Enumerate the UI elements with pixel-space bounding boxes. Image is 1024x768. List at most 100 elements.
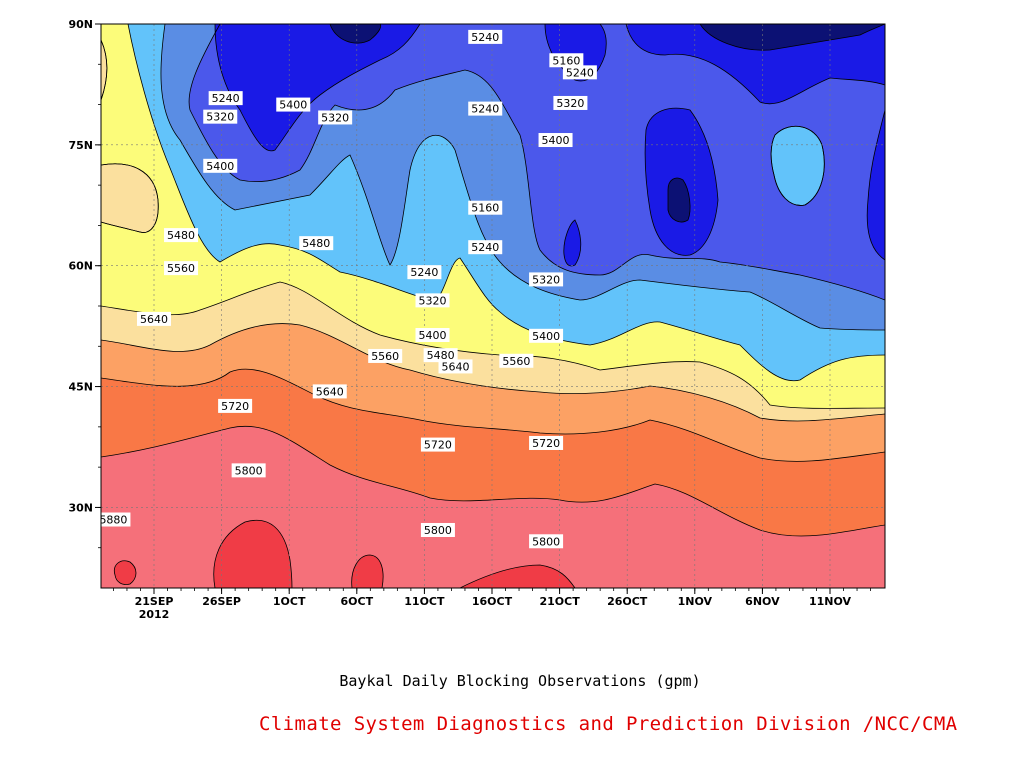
- contour-label-bg: [299, 236, 334, 251]
- contour-label-text: 5720: [532, 437, 560, 450]
- contour-label-bg: [312, 384, 347, 399]
- contour-label: 5320: [529, 272, 564, 287]
- contour-label: 5240: [468, 240, 503, 255]
- x-tick-label: 1OCT: [273, 595, 306, 608]
- y-tick-label: 75N: [68, 139, 93, 152]
- contour-label-text: 5480: [427, 349, 455, 362]
- contour-label: 5880: [99, 512, 131, 527]
- contour-label-bg: [318, 110, 353, 125]
- contour-label-text: 5240: [212, 92, 240, 105]
- contour-label-text: 5800: [424, 524, 452, 537]
- contour-label: 5480: [164, 228, 199, 243]
- contour-label-text: 5720: [424, 439, 452, 452]
- x-tick-label: 21OCT: [539, 595, 580, 608]
- contour-label: 5240: [208, 91, 243, 106]
- contour-label-bg: [203, 158, 238, 173]
- contour-label-text: 5240: [471, 241, 499, 254]
- contour-label-bg: [553, 95, 588, 110]
- contour-label-text: 5400: [532, 330, 560, 343]
- contour-label: 5240: [468, 29, 503, 44]
- contour-label-text: 5320: [532, 273, 560, 286]
- contour-label: 5560: [368, 348, 403, 363]
- contour-label-text: 5560: [502, 355, 530, 368]
- contour-label-text: 5240: [471, 103, 499, 116]
- contour-label: 5720: [529, 435, 564, 450]
- x-tick-label: 11OCT: [404, 595, 445, 608]
- grid: [101, 24, 885, 588]
- contour-label-text: 5800: [235, 464, 263, 477]
- contour-label-text: 5560: [371, 350, 399, 363]
- plot-title: Baykal Daily Blocking Observations (gpm): [339, 672, 701, 690]
- y-tick-label: 30N: [68, 501, 93, 514]
- contour-label-text: 5560: [167, 262, 195, 275]
- contour-label: 5720: [218, 398, 253, 413]
- contour-label-text: 5560: [0, 238, 6, 251]
- contour-label-text: 5240: [410, 266, 438, 279]
- contour-label-bg: [208, 91, 243, 106]
- contour-label-bg: [407, 265, 442, 280]
- contour-label-bg: [529, 435, 564, 450]
- contour-label: 5800: [420, 522, 455, 537]
- contour-label: 5800: [231, 463, 266, 478]
- contour-label-bg: [499, 353, 534, 368]
- x-tick-label: 21SEP: [135, 595, 174, 608]
- contour-label-text: 5400: [419, 329, 447, 342]
- contour-label: 5560: [0, 237, 9, 251]
- contour-label-bg: [562, 65, 597, 80]
- contour-label: 5800: [0, 486, 22, 500]
- contour-label-text: 5400: [542, 134, 570, 147]
- contour-label: 5240: [468, 101, 503, 116]
- contour-label: 5320: [203, 109, 238, 124]
- contour-label: 5400: [276, 97, 311, 112]
- contour-label-bg: [0, 409, 22, 423]
- contour-label-bg: [101, 512, 131, 527]
- y-tick-label: 60N: [68, 260, 93, 273]
- x-tick-label: 6NOV: [745, 595, 780, 608]
- contour-label-bg: [231, 463, 266, 478]
- contour-label-bg: [529, 328, 564, 343]
- contour-label-bg: [218, 398, 253, 413]
- contour-label-bg: [420, 522, 455, 537]
- contour-label-bg: [468, 29, 503, 44]
- band-above-5880: [114, 520, 575, 588]
- contour-label-bg: [529, 272, 564, 287]
- contour-label-bg: [0, 237, 9, 251]
- contour-label-bg: [438, 359, 473, 374]
- contour-labels: 5240516052405320524054005160524053205400…: [0, 29, 597, 549]
- contour-label-text: 5880: [99, 514, 127, 527]
- contour-label: 5320: [415, 293, 450, 308]
- contour-label-text: 5320: [556, 97, 584, 110]
- contour-label-text: 5160: [552, 54, 580, 67]
- x-tick-label: 26OCT: [607, 595, 648, 608]
- contour-label: 5240: [407, 265, 442, 280]
- contour-label-bg: [468, 240, 503, 255]
- contour-label-bg: [549, 53, 584, 68]
- contour-label-text: 5320: [206, 111, 234, 124]
- contour-label-bg: [137, 311, 171, 326]
- contour-label-text: 5800: [0, 487, 19, 500]
- credit-line: Climate System Diagnostics and Predictio…: [259, 713, 958, 735]
- plot-area: 5240516052405320524054005160524053205400…: [0, 24, 885, 588]
- contour-label-bg: [0, 486, 22, 500]
- contour-label: 5480: [299, 236, 334, 251]
- contour-label-text: 5480: [167, 229, 195, 242]
- x-tick-label: 16OCT: [472, 595, 513, 608]
- x-tick-label: 11NOV: [809, 595, 852, 608]
- contour-label: 5160: [468, 200, 503, 215]
- contour-label: 5560: [164, 261, 199, 276]
- contour-label: 5400: [203, 158, 238, 173]
- contour-label: 5320: [318, 110, 353, 125]
- contour-label-text: 5320: [419, 294, 447, 307]
- contour-label: 5320: [553, 95, 588, 110]
- contour-label-bg: [468, 200, 503, 215]
- contour-label-bg: [368, 348, 403, 363]
- contour-label: 5480: [423, 348, 458, 363]
- contour-label-bg: [203, 109, 238, 124]
- contour-label-bg: [415, 328, 450, 343]
- contour-label-text: 5480: [302, 237, 330, 250]
- contour-label-bg: [164, 228, 199, 243]
- x-tick-label: 26SEP: [202, 595, 241, 608]
- contour-label-text: 5640: [441, 360, 469, 373]
- contour-label-text: 5240: [566, 66, 594, 79]
- y-tick-label: 90N: [68, 18, 93, 31]
